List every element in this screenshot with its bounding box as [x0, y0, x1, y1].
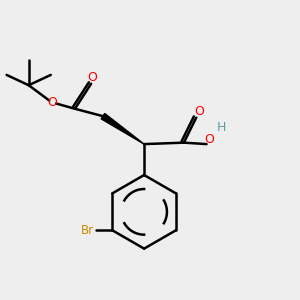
Text: H: H — [217, 121, 226, 134]
Text: Br: Br — [81, 224, 94, 237]
Text: O: O — [194, 105, 204, 118]
Text: O: O — [88, 71, 98, 84]
Polygon shape — [101, 113, 144, 144]
Text: O: O — [205, 133, 214, 146]
Text: O: O — [48, 96, 58, 109]
